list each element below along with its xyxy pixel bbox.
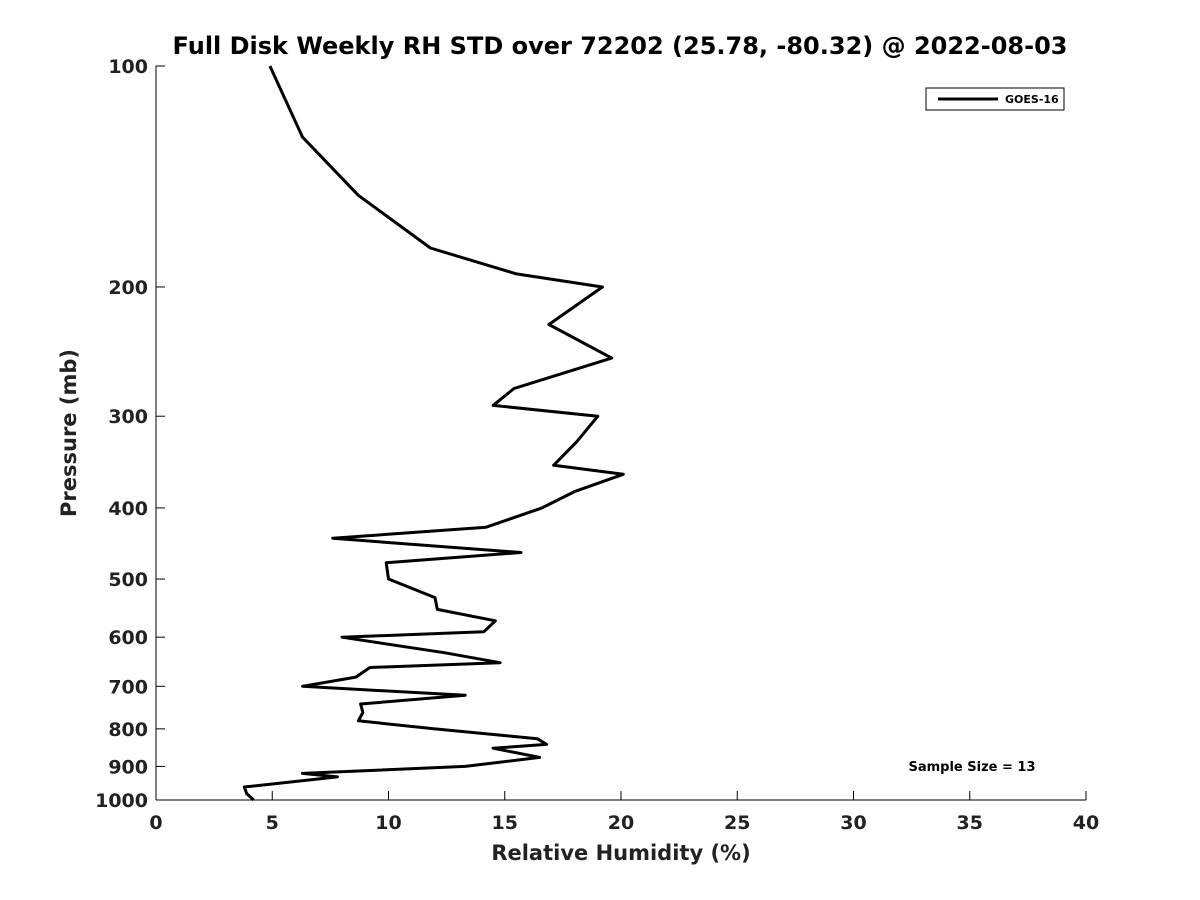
- y-tick-label: 400: [108, 498, 148, 520]
- x-tick-label: 5: [266, 812, 279, 834]
- y-tick-label: 300: [108, 406, 148, 428]
- x-tick-label: 10: [375, 812, 401, 834]
- y-tick-label: 500: [108, 569, 148, 591]
- x-tick-label: 25: [724, 812, 750, 834]
- legend: GOES-16: [925, 87, 1065, 111]
- legend-label-goes-16: GOES-16: [1005, 93, 1059, 106]
- plot-area: [156, 66, 1086, 800]
- y-tick-label: 200: [108, 277, 148, 299]
- y-tick-label: 100: [108, 56, 148, 78]
- sample-size-annotation: Sample Size = 13: [908, 760, 1035, 775]
- x-axis-ticks: 0 5 10 15 20 25 30 35 40: [149, 791, 1099, 834]
- x-tick-label: 15: [492, 812, 518, 834]
- series-layer: [242, 65, 625, 802]
- x-tick-label: 30: [840, 812, 866, 834]
- x-tick-label: 20: [608, 812, 634, 834]
- y-tick-label: 900: [108, 756, 148, 778]
- series-line-goes-16: [242, 65, 625, 802]
- x-tick-label: 35: [957, 812, 983, 834]
- chart-title: Full Disk Weekly RH STD over 72202 (25.7…: [173, 32, 1068, 60]
- y-tick-label: 700: [108, 676, 148, 698]
- y-axis-ticks: 100 200 300 400 500 600 700 800 900 1000: [95, 56, 165, 812]
- y-axis-label: Pressure (mb): [57, 349, 81, 517]
- y-tick-label: 800: [108, 719, 148, 741]
- y-tick-label: 1000: [95, 790, 148, 812]
- x-axis-label: Relative Humidity (%): [491, 841, 750, 865]
- x-tick-label: 40: [1073, 812, 1099, 834]
- x-tick-label: 0: [149, 812, 162, 834]
- y-tick-label: 600: [108, 627, 148, 649]
